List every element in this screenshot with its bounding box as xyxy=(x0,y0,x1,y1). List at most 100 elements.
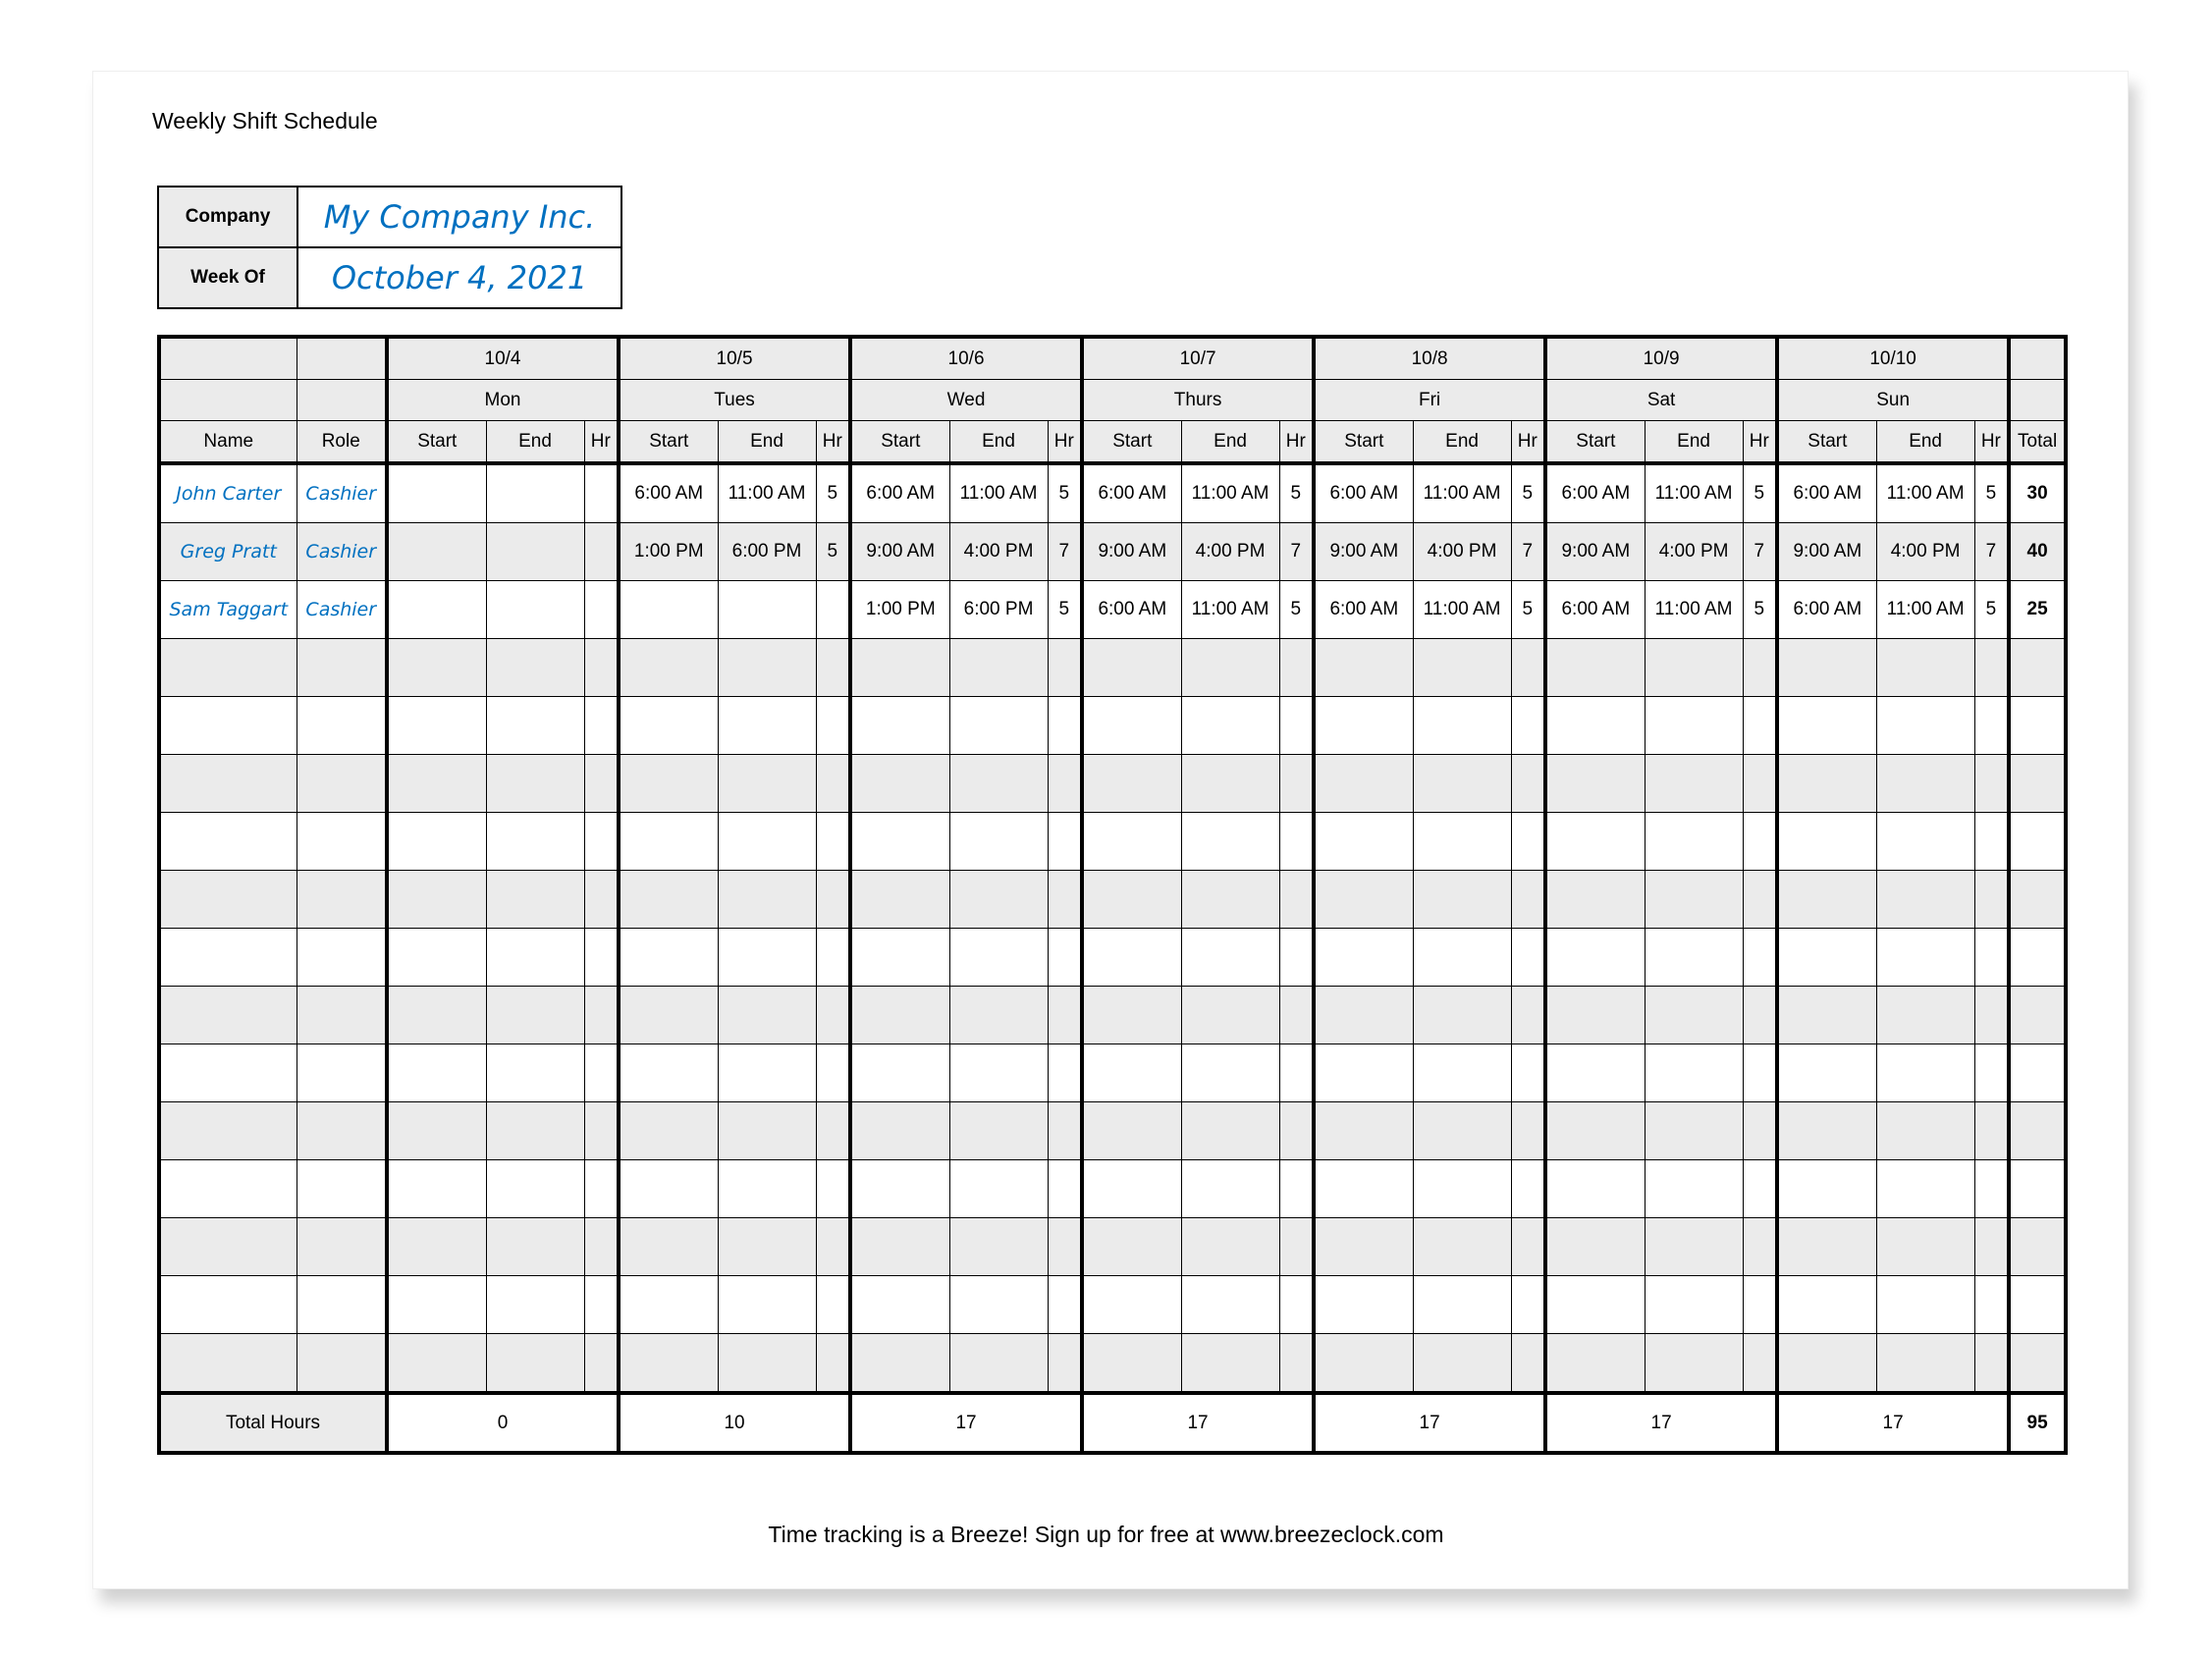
shift-end-cell[interactable] xyxy=(485,462,585,523)
shift-start-cell[interactable] xyxy=(848,986,950,1044)
shift-end-cell[interactable] xyxy=(485,1159,585,1218)
shift-start-cell[interactable] xyxy=(617,1333,719,1394)
shift-end-cell[interactable] xyxy=(485,1101,585,1160)
shift-start-cell[interactable] xyxy=(1080,1333,1182,1394)
shift-end-cell[interactable] xyxy=(717,1101,817,1160)
shift-end-cell[interactable] xyxy=(485,1217,585,1276)
shift-end-cell[interactable] xyxy=(717,580,817,639)
shift-end-cell[interactable] xyxy=(1875,754,1975,813)
shift-start-cell[interactable] xyxy=(848,1101,950,1160)
shift-end-cell[interactable] xyxy=(1412,638,1512,697)
employee-name-cell[interactable] xyxy=(158,1275,297,1334)
shift-end-cell[interactable] xyxy=(1180,812,1280,871)
shift-end-cell[interactable] xyxy=(1875,696,1975,755)
shift-start-cell[interactable]: 9:00 AM xyxy=(1543,522,1646,581)
shift-start-cell[interactable] xyxy=(617,696,719,755)
employee-role-cell[interactable] xyxy=(296,1159,388,1218)
shift-end-cell[interactable] xyxy=(1875,638,1975,697)
shift-end-cell[interactable]: 6:00 PM xyxy=(717,522,817,581)
shift-start-cell[interactable] xyxy=(1775,870,1877,929)
shift-start-cell[interactable] xyxy=(1775,812,1877,871)
shift-end-cell[interactable] xyxy=(948,1333,1049,1394)
shift-start-cell[interactable] xyxy=(385,928,487,987)
employee-role-cell[interactable] xyxy=(296,754,388,813)
shift-start-cell[interactable] xyxy=(1775,754,1877,813)
shift-end-cell[interactable] xyxy=(1180,1159,1280,1218)
shift-end-cell[interactable] xyxy=(717,1159,817,1218)
shift-end-cell[interactable] xyxy=(485,696,585,755)
shift-start-cell[interactable] xyxy=(385,638,487,697)
employee-role-cell[interactable] xyxy=(296,638,388,697)
shift-end-cell[interactable] xyxy=(1180,1044,1280,1102)
shift-end-cell[interactable] xyxy=(717,1044,817,1102)
shift-end-cell[interactable] xyxy=(1412,1217,1512,1276)
shift-start-cell[interactable] xyxy=(1775,1159,1877,1218)
shift-end-cell[interactable] xyxy=(717,1217,817,1276)
shift-end-cell[interactable] xyxy=(1875,1275,1975,1334)
shift-end-cell[interactable] xyxy=(1180,928,1280,987)
shift-end-cell[interactable] xyxy=(1180,696,1280,755)
shift-start-cell[interactable] xyxy=(848,1217,950,1276)
shift-start-cell[interactable] xyxy=(385,1044,487,1102)
shift-start-cell[interactable] xyxy=(1543,754,1646,813)
shift-start-cell[interactable] xyxy=(1543,696,1646,755)
shift-end-cell[interactable] xyxy=(485,580,585,639)
shift-end-cell[interactable]: 11:00 AM xyxy=(1875,580,1975,639)
shift-start-cell[interactable] xyxy=(1080,870,1182,929)
shift-end-cell[interactable] xyxy=(1644,754,1744,813)
shift-end-cell[interactable] xyxy=(485,754,585,813)
shift-start-cell[interactable] xyxy=(385,462,487,523)
shift-end-cell[interactable]: 11:00 AM xyxy=(1644,462,1744,523)
shift-start-cell[interactable] xyxy=(1312,696,1414,755)
shift-start-cell[interactable] xyxy=(385,986,487,1044)
week-field[interactable]: October 4, 2021 xyxy=(297,246,622,309)
shift-start-cell[interactable] xyxy=(848,870,950,929)
shift-end-cell[interactable] xyxy=(1412,1159,1512,1218)
shift-end-cell[interactable] xyxy=(717,1275,817,1334)
shift-start-cell[interactable] xyxy=(617,870,719,929)
shift-end-cell[interactable] xyxy=(717,870,817,929)
shift-start-cell[interactable] xyxy=(1775,1333,1877,1394)
shift-start-cell[interactable] xyxy=(1775,986,1877,1044)
shift-end-cell[interactable] xyxy=(485,638,585,697)
shift-end-cell[interactable] xyxy=(1644,812,1744,871)
shift-end-cell[interactable] xyxy=(948,1275,1049,1334)
shift-end-cell[interactable]: 11:00 AM xyxy=(1644,580,1744,639)
shift-start-cell[interactable] xyxy=(385,580,487,639)
shift-end-cell[interactable] xyxy=(1412,928,1512,987)
shift-start-cell[interactable] xyxy=(1080,638,1182,697)
shift-end-cell[interactable] xyxy=(485,522,585,581)
shift-end-cell[interactable]: 11:00 AM xyxy=(948,462,1049,523)
employee-role-cell[interactable] xyxy=(296,928,388,987)
shift-end-cell[interactable] xyxy=(1644,1044,1744,1102)
shift-start-cell[interactable] xyxy=(1543,1333,1646,1394)
shift-end-cell[interactable] xyxy=(948,812,1049,871)
shift-start-cell[interactable] xyxy=(617,1275,719,1334)
shift-end-cell[interactable] xyxy=(1644,1159,1744,1218)
employee-name-cell[interactable] xyxy=(158,1044,297,1102)
shift-end-cell[interactable] xyxy=(1412,1275,1512,1334)
shift-start-cell[interactable] xyxy=(1312,812,1414,871)
shift-end-cell[interactable] xyxy=(948,754,1049,813)
shift-start-cell[interactable] xyxy=(385,1159,487,1218)
shift-end-cell[interactable] xyxy=(1644,696,1744,755)
shift-end-cell[interactable] xyxy=(485,870,585,929)
employee-role-cell[interactable] xyxy=(296,1101,388,1160)
employee-name-cell[interactable] xyxy=(158,1333,297,1394)
shift-start-cell[interactable]: 6:00 AM xyxy=(617,462,719,523)
shift-start-cell[interactable] xyxy=(1312,1217,1414,1276)
shift-end-cell[interactable] xyxy=(948,1159,1049,1218)
shift-end-cell[interactable] xyxy=(1180,986,1280,1044)
shift-start-cell[interactable] xyxy=(1775,1044,1877,1102)
shift-end-cell[interactable]: 4:00 PM xyxy=(1412,522,1512,581)
shift-end-cell[interactable] xyxy=(485,1275,585,1334)
shift-start-cell[interactable]: 6:00 AM xyxy=(1080,462,1182,523)
shift-end-cell[interactable] xyxy=(1180,1275,1280,1334)
shift-end-cell[interactable] xyxy=(1644,1101,1744,1160)
shift-end-cell[interactable]: 11:00 AM xyxy=(1412,580,1512,639)
employee-role-cell[interactable] xyxy=(296,812,388,871)
employee-name-cell[interactable] xyxy=(158,638,297,697)
shift-start-cell[interactable] xyxy=(848,1333,950,1394)
shift-end-cell[interactable] xyxy=(1875,1159,1975,1218)
shift-end-cell[interactable] xyxy=(1875,812,1975,871)
